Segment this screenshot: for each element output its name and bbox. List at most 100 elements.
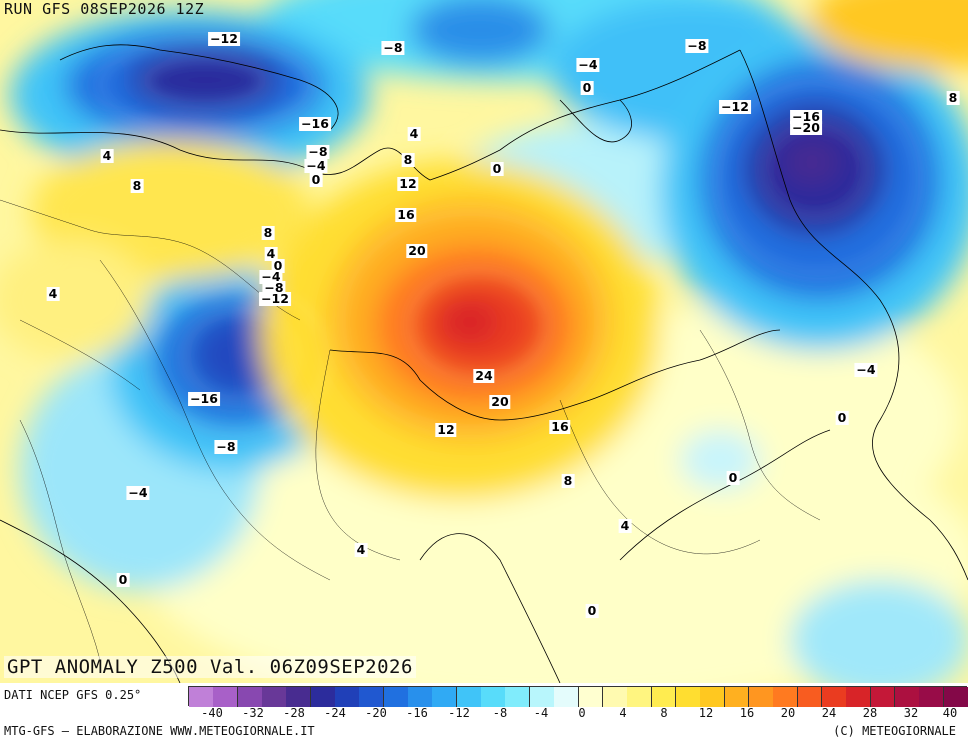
- contour-label: 0: [835, 410, 849, 425]
- scale-swatch: [286, 687, 312, 707]
- contour-label: −4: [126, 485, 150, 500]
- credit-label: MTG-GFS — ELABORAZIONE WWW.METEOGIORNALE…: [4, 724, 315, 738]
- run-header: RUN GFS 08SEP2026 12Z: [4, 0, 205, 18]
- scale-swatch: [335, 687, 360, 707]
- contour-label: −12: [719, 99, 751, 114]
- contour-label: 8: [946, 90, 960, 105]
- contour-label: 4: [264, 246, 278, 261]
- scale-swatch: [481, 687, 506, 707]
- scale-tick-label: -20: [365, 706, 387, 720]
- contour-label: 16: [395, 207, 417, 222]
- contour-label: 0: [726, 470, 740, 485]
- scale-swatch: [456, 687, 482, 707]
- scale-swatch: [651, 687, 677, 707]
- scale-tick-label: -32: [242, 706, 264, 720]
- data-source-label: DATI NCEP GFS 0.25°: [4, 688, 142, 702]
- contour-label: −4: [304, 158, 328, 173]
- scale-swatch: [675, 687, 701, 707]
- contour-label: 0: [309, 172, 323, 187]
- scale-tick-label: 32: [903, 706, 919, 720]
- scale-tick-label: 0: [578, 706, 586, 720]
- scale-tick-label: 24: [821, 706, 837, 720]
- scale-swatch: [383, 687, 409, 707]
- scale-swatch: [310, 687, 336, 707]
- scale-swatch: [797, 687, 823, 707]
- scale-tick-label: 8: [660, 706, 668, 720]
- scale-swatch: [578, 687, 604, 707]
- contour-lines: [99, 39, 919, 436]
- contour-label: 8: [401, 152, 415, 167]
- contour-label: 4: [618, 518, 632, 533]
- copyright-label: (C) METEOGIORNALE: [833, 724, 956, 738]
- scale-swatch: [724, 687, 750, 707]
- contour-label: −8: [306, 144, 330, 159]
- scale-swatch: [919, 687, 945, 707]
- scale-tick-label: -16: [406, 706, 428, 720]
- scale-tick-label: 16: [739, 706, 755, 720]
- scale-swatch: [213, 687, 239, 707]
- color-scale-ticks: -40 -32 -28 -24 -20 -16 -12 -8 -4 0 4 8 12 16 20 24 28 32…: [188, 706, 967, 722]
- scale-swatch: [894, 687, 920, 707]
- scale-tick-label: -4: [533, 706, 549, 720]
- scale-swatch: [870, 687, 896, 707]
- contour-label: −16: [299, 116, 331, 131]
- contour-label: −12: [259, 291, 291, 306]
- scale-tick-label: -40: [201, 706, 223, 720]
- scale-swatch: [627, 687, 653, 707]
- contour-label: 12: [397, 176, 419, 191]
- scale-swatch: [505, 687, 531, 707]
- scale-tick-label: -24: [324, 706, 346, 720]
- scale-swatch: [602, 687, 628, 707]
- scale-swatch: [821, 687, 847, 707]
- contour-label: −8: [381, 40, 405, 55]
- scale-tick-label: 40: [942, 706, 958, 720]
- scale-swatch: [529, 687, 555, 707]
- contour-label: 0: [116, 572, 130, 587]
- anomaly-map: [0, 0, 968, 683]
- contour-label: 4: [100, 148, 114, 163]
- coastlines: [0, 44, 968, 683]
- contour-label: −4: [259, 269, 283, 284]
- contour-label: 8: [261, 225, 275, 240]
- anomaly-field: [0, 0, 968, 683]
- scale-tick-label: -12: [448, 706, 470, 720]
- contour-label: −16: [790, 109, 822, 124]
- contour-label: 4: [407, 126, 421, 141]
- scale-swatch: [700, 687, 726, 707]
- scale-swatch: [262, 687, 287, 707]
- map-title: GPT ANOMALY Z500 Val. 06Z09SEP2026: [4, 656, 416, 678]
- scale-swatch: [554, 687, 579, 707]
- contour-label: 0: [585, 603, 599, 618]
- contour-label: 24: [473, 368, 495, 383]
- scale-swatch: [237, 687, 263, 707]
- contour-label: 0: [580, 80, 594, 95]
- contour-label: −8: [685, 38, 709, 53]
- contour-label: 16: [549, 419, 571, 434]
- contour-label: 0: [271, 258, 285, 273]
- contour-label: −4: [576, 57, 600, 72]
- contour-label: 20: [406, 243, 428, 258]
- contour-label: −20: [790, 120, 822, 135]
- scale-tick-label: 4: [619, 706, 627, 720]
- scale-tick-label: -8: [492, 706, 508, 720]
- contour-label: 20: [489, 394, 511, 409]
- contour-label: 12: [435, 422, 457, 437]
- contour-label: 8: [561, 473, 575, 488]
- scale-swatch: [773, 687, 799, 707]
- contour-label: 8: [130, 178, 144, 193]
- scale-swatch: [943, 687, 968, 707]
- scale-tick-label: 12: [698, 706, 714, 720]
- scale-swatch: [359, 687, 385, 707]
- scale-tick-label: 20: [780, 706, 796, 720]
- contour-label: −8: [214, 439, 238, 454]
- contour-label: −12: [208, 31, 240, 46]
- scale-swatch: [846, 687, 872, 707]
- country-borders: [0, 199, 821, 661]
- scale-swatch: [748, 687, 774, 707]
- scale-tick-label: -28: [283, 706, 305, 720]
- contour-label: 0: [490, 161, 504, 176]
- contour-label: 4: [46, 286, 60, 301]
- scale-swatch: [432, 687, 458, 707]
- scale-swatch: [189, 687, 214, 707]
- scale-tick-label: 28: [862, 706, 878, 720]
